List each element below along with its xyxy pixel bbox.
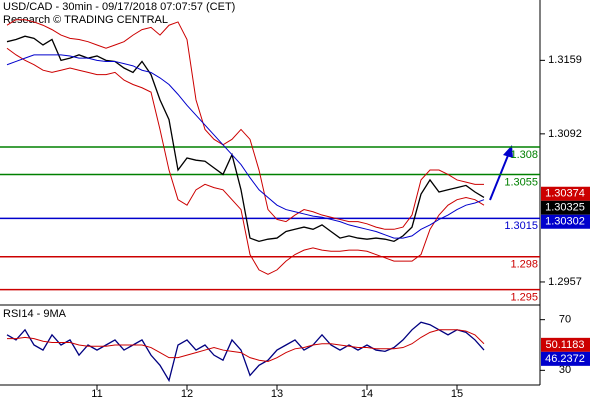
price-tag-label: 50.1183 xyxy=(546,339,585,351)
series-line xyxy=(6,35,485,243)
price-tag xyxy=(541,337,590,352)
y-tick-label: 30 xyxy=(559,364,571,376)
level-label: 1.308 xyxy=(510,149,538,161)
x-tick-label: 14 xyxy=(361,388,373,400)
level-label: 1.295 xyxy=(510,292,538,304)
price-tag xyxy=(541,351,590,366)
y-tick-label: 1.2957 xyxy=(548,276,582,288)
price-tag xyxy=(541,186,590,201)
series-line xyxy=(6,47,485,275)
series-line xyxy=(6,54,485,239)
forecast-arrowhead xyxy=(503,145,513,158)
level-label: 1.298 xyxy=(510,259,538,271)
series-line xyxy=(7,329,485,362)
x-tick-label: 13 xyxy=(271,388,283,400)
chart-subtitle: Research © TRADING CENTRAL xyxy=(3,14,168,26)
y-tick-label: 1.3092 xyxy=(548,128,582,140)
rsi-title: RSI14 - 9MA xyxy=(3,308,67,320)
price-tag xyxy=(541,200,590,215)
series-line xyxy=(6,19,484,230)
level-label: 1.3055 xyxy=(504,176,538,188)
price-tag-label: 1.30325 xyxy=(545,202,585,214)
level-label: 1.3015 xyxy=(504,220,538,232)
x-tick-label: 15 xyxy=(451,388,463,400)
series-line xyxy=(6,321,485,383)
y-tick-label: 70 xyxy=(559,314,571,326)
forecast-arrow xyxy=(489,152,510,201)
x-tick-label: 11 xyxy=(91,388,102,400)
chart-title: USD/CAD - 30min - 09/17/2018 07:07:57 (C… xyxy=(3,1,235,13)
price-tag xyxy=(541,214,590,229)
price-tag-label: 46.2372 xyxy=(545,353,585,365)
x-tick-label: 12 xyxy=(181,388,193,400)
y-tick-label: 1.3159 xyxy=(548,54,582,66)
price-tag-label: 1.30374 xyxy=(545,188,585,200)
price-tag-label: 1.30302 xyxy=(545,216,585,228)
